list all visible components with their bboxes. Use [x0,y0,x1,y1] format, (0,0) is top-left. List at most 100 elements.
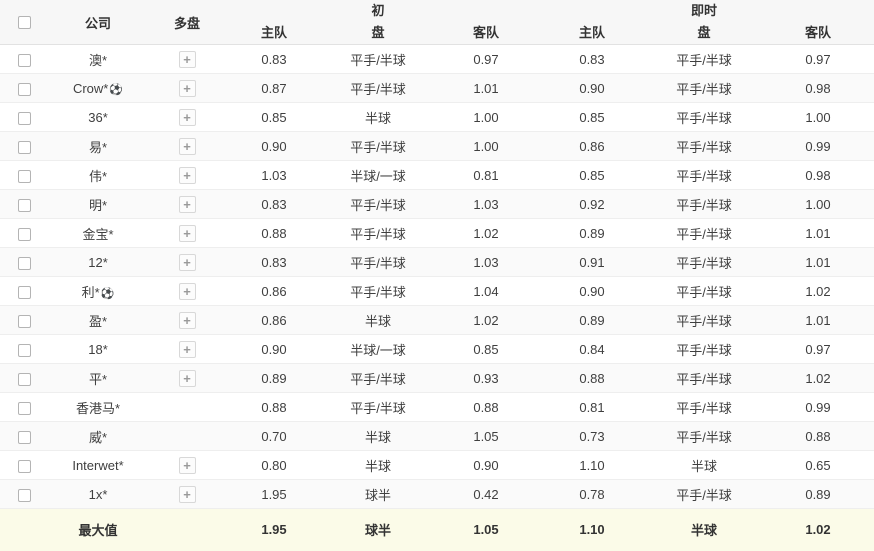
company-name-cell[interactable]: 盈* [48,305,148,335]
company-name-cell[interactable]: 威* [48,421,148,451]
table-row[interactable]: 易* +0.90 平手/半球 1.00 0.86 平手/半球 0.99 [0,131,874,161]
header-live-handicap: 即时 盘 [646,0,762,45]
company-name-label: 澳* [88,52,108,68]
live-home-odds-value: 0.90 [579,283,605,299]
soccer-ball-icon: ⚽ [109,83,124,96]
expand-multi-handicap-button[interactable]: + [178,166,196,184]
expand-multi-handicap-button[interactable]: + [178,79,196,97]
row-select-checkbox[interactable] [17,314,31,328]
row-select-checkbox[interactable] [17,459,31,473]
live-home-odds-cell: 0.90 [538,73,646,103]
row-select-checkbox[interactable] [17,53,31,67]
table-row[interactable]: Crow*⚽ +0.87 平手/半球 1.01 0.90 平手/半球 0.98 [0,73,874,103]
table-row[interactable]: 18* +0.90 半球/一球 0.85 0.84 平手/半球 0.97 [0,334,874,364]
initial-home-odds-value: 0.87 [261,80,287,96]
live-away-odds-value: 1.02 [805,370,831,386]
row-checkbox-cell [0,305,48,335]
company-name-cell[interactable]: 澳* [48,44,148,74]
company-name-cell[interactable]: 易* [48,131,148,161]
expand-multi-handicap-button[interactable]: + [178,108,196,126]
initial-handicap-value: 半球 [364,313,391,329]
live-away-odds-value: 1.02 [805,283,831,299]
live-away-odds-cell: 1.01 [762,247,874,277]
row-checkbox-cell [0,421,48,451]
live-away-odds-value: 0.89 [805,486,831,502]
expand-multi-handicap-button[interactable]: + [178,485,196,503]
row-select-checkbox[interactable] [17,401,31,415]
row-select-checkbox[interactable] [17,372,31,386]
initial-home-odds-value: 0.83 [261,254,287,270]
row-select-checkbox[interactable] [17,111,31,125]
company-name-cell[interactable]: 香港马* [48,392,148,422]
live-away-odds-cell: 0.99 [762,131,874,161]
multi-handicap-cell: + [148,305,226,335]
expand-multi-handicap-button[interactable]: + [178,195,196,213]
table-row[interactable]: 36* +0.85 半球 1.00 0.85 平手/半球 1.00 [0,102,874,132]
row-select-checkbox[interactable] [17,430,31,444]
live-away-odds-cell: 1.00 [762,189,874,219]
company-name-cell[interactable]: 36* [48,102,148,132]
row-select-checkbox[interactable] [17,227,31,241]
select-all-checkbox[interactable] [17,15,31,29]
table-row[interactable]: 香港马* 0.88 平手/半球 0.88 0.81 平手/半球 0.99 [0,392,874,422]
company-name-cell[interactable]: Interwet* [48,450,148,480]
expand-multi-handicap-button[interactable]: + [178,137,196,155]
expand-multi-handicap-button[interactable]: + [178,369,196,387]
row-select-checkbox[interactable] [17,488,31,502]
initial-away-odds-value: 1.02 [473,225,499,241]
initial-home-odds-cell: 1.03 [226,160,322,190]
max-initial-away-odds-cell: 1.05 [434,509,538,551]
table-row[interactable]: 1x* +1.95 球半 0.42 0.78 平手/半球 0.89 [0,479,874,509]
table-row[interactable]: 金宝* +0.88 平手/半球 1.02 0.89 平手/半球 1.01 [0,218,874,248]
expand-multi-handicap-button[interactable]: + [178,282,196,300]
live-away-odds-cell: 0.88 [762,421,874,451]
row-select-checkbox[interactable] [17,285,31,299]
table-row[interactable]: 澳* +0.83 平手/半球 0.97 0.83 平手/半球 0.97 [0,44,874,74]
live-handicap-cell: 平手/半球 [646,421,762,451]
company-name-cell[interactable]: 1x* [48,479,148,509]
company-name-cell[interactable]: 平* [48,363,148,393]
expand-multi-handicap-button[interactable]: + [178,340,196,358]
live-away-odds-cell: 1.01 [762,305,874,335]
row-select-checkbox[interactable] [17,198,31,212]
expand-multi-handicap-button[interactable]: + [178,311,196,329]
row-select-checkbox[interactable] [17,82,31,96]
live-away-odds-cell: 0.65 [762,450,874,480]
company-name-cell[interactable]: 12* [48,247,148,277]
company-name-cell[interactable]: Crow*⚽ [48,73,148,103]
live-home-odds-cell: 0.83 [538,44,646,74]
row-checkbox-cell [0,363,48,393]
table-row[interactable]: 盈* +0.86 半球 1.02 0.89 平手/半球 1.01 [0,305,874,335]
expand-multi-handicap-button[interactable]: + [178,253,196,271]
table-row[interactable]: 12* +0.83 平手/半球 1.03 0.91 平手/半球 1.01 [0,247,874,277]
initial-home-odds-value: 0.70 [261,428,287,444]
table-row[interactable]: Interwet* +0.80 半球 0.90 1.10 半球 0.65 [0,450,874,480]
table-row[interactable]: 利*⚽ +0.86 平手/半球 1.04 0.90 平手/半球 1.02 [0,276,874,306]
table-row[interactable]: 伟* +1.03 半球/一球 0.81 0.85 平手/半球 0.98 [0,160,874,190]
live-away-odds-cell: 1.01 [762,218,874,248]
row-select-checkbox[interactable] [17,256,31,270]
initial-handicap-value: 平手/半球 [350,255,406,271]
company-name-cell[interactable]: 伟* [48,160,148,190]
live-handicap-cell: 平手/半球 [646,305,762,335]
company-name-cell[interactable]: 利*⚽ [48,276,148,306]
live-handicap-cell: 平手/半球 [646,392,762,422]
company-name-cell[interactable]: 明* [48,189,148,219]
table-row[interactable]: 威* 0.70 半球 1.05 0.73 平手/半球 0.88 [0,421,874,451]
initial-home-odds-value: 0.86 [261,312,287,328]
company-name-cell[interactable]: 金宝* [48,218,148,248]
company-name-cell[interactable]: 18* [48,334,148,364]
table-row[interactable]: 平* +0.89 平手/半球 0.93 0.88 平手/半球 1.02 [0,363,874,393]
initial-home-odds-value: 0.83 [261,196,287,212]
expand-multi-handicap-button[interactable]: + [178,456,196,474]
row-checkbox-cell [0,392,48,422]
live-handicap-value: 平手/半球 [676,255,732,271]
max-live-home-odds-cell: 1.10 [538,509,646,551]
expand-multi-handicap-button[interactable]: + [178,50,196,68]
table-row[interactable]: 明* +0.83 平手/半球 1.03 0.92 平手/半球 1.00 [0,189,874,219]
row-select-checkbox[interactable] [17,169,31,183]
row-select-checkbox[interactable] [17,140,31,154]
initial-handicap-cell: 球半 [322,479,434,509]
expand-multi-handicap-button[interactable]: + [178,224,196,242]
row-select-checkbox[interactable] [17,343,31,357]
